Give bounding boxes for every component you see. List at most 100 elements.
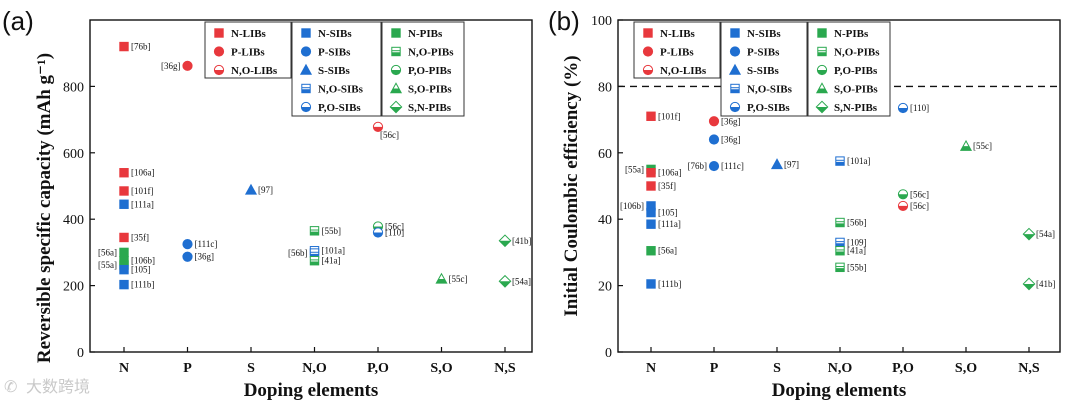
x-tick-label: S,O xyxy=(955,361,977,376)
panel-b-x-axis: N P S N,O P,O S,O N,S xyxy=(646,347,1040,376)
data-point-label: [56a] xyxy=(98,247,117,257)
y-tick-label: 40 xyxy=(598,213,612,228)
data-point-label: [55a] xyxy=(98,260,117,270)
x-tick-label: P xyxy=(710,361,719,376)
y-tick-label: 600 xyxy=(63,147,84,162)
panel-a-label: (a) xyxy=(2,6,34,36)
legend-label: P-SIBs xyxy=(747,47,780,59)
legend-marker xyxy=(728,63,742,75)
panel-a-points: [76b][106a][101f][111a][35f][56a][106b][… xyxy=(98,42,532,290)
data-point-label: [36g] xyxy=(721,116,741,126)
legend-marker xyxy=(729,46,741,57)
data-point-label: [101a] xyxy=(847,156,871,166)
legend-label: N,O-LIBs xyxy=(660,65,707,77)
data-point-label: [76b] xyxy=(688,161,708,171)
legend-marker xyxy=(299,63,313,75)
data-point-label: [56c] xyxy=(910,189,929,199)
data-point xyxy=(119,247,129,258)
data-point-label: [55c] xyxy=(449,274,468,284)
legend-label: S,N-PIBs xyxy=(834,102,878,114)
legend-marker xyxy=(390,64,402,76)
y-tick-label: 0 xyxy=(605,346,612,361)
data-point-label: [106b] xyxy=(620,201,644,211)
data-point-label: [55b] xyxy=(847,262,867,272)
data-point-label: [35f] xyxy=(658,181,676,191)
data-point xyxy=(435,272,448,284)
y-tick-label: 80 xyxy=(598,80,612,95)
legend-label: N,O-SIBs xyxy=(318,84,364,96)
legend-marker xyxy=(730,83,740,94)
data-point xyxy=(646,168,656,178)
legend-marker xyxy=(815,82,829,94)
data-point xyxy=(646,181,656,191)
legend-label: N-LIBs xyxy=(231,28,267,40)
legend-label: N-SIBs xyxy=(747,28,781,40)
legend-b-items: N-LIBs P-LIBs N,O-LIBs N-SIBs P-SIBs S-SIBs N,… xyxy=(642,28,880,114)
legend-marker xyxy=(817,46,827,57)
x-tick-label: S,O xyxy=(430,361,452,376)
y-tick-label: 0 xyxy=(77,346,84,361)
panel-a-x-axis: N P S N,O P,O S,O N,S xyxy=(119,347,516,376)
data-point-label: [111c] xyxy=(195,239,218,249)
data-point-label: [101f] xyxy=(658,111,681,121)
y-tick-label: 60 xyxy=(598,147,612,162)
legend-marker xyxy=(391,28,401,38)
data-point xyxy=(897,102,909,114)
data-point-label: [36g] xyxy=(161,61,181,71)
legend-label: P-LIBs xyxy=(231,47,265,59)
legend-label: P,O-PIBs xyxy=(834,65,878,77)
y-tick-label: 200 xyxy=(63,280,84,295)
data-point-label: [110] xyxy=(910,103,929,113)
legend-label: N-PIBs xyxy=(408,28,443,40)
legend-label: N-PIBs xyxy=(834,28,869,40)
panel-a-x-label: Doping elements xyxy=(244,380,379,401)
data-point-label: [56c] xyxy=(910,201,929,211)
data-point xyxy=(119,168,129,178)
legend-label: N-SIBs xyxy=(318,28,352,40)
data-point xyxy=(182,60,193,71)
legend-label: N,O-PIBs xyxy=(408,47,454,59)
legend-label: S,O-PIBs xyxy=(408,84,452,96)
data-point-label: [41a] xyxy=(847,246,866,256)
data-point xyxy=(309,256,320,266)
data-point xyxy=(835,217,845,228)
y-tick-label: 400 xyxy=(63,213,84,228)
panel-a-y-axis: 0 200 400 600 800 xyxy=(63,80,95,361)
legend-marker xyxy=(301,28,311,38)
legend-label: N-LIBs xyxy=(660,28,696,40)
data-point xyxy=(119,264,129,275)
data-point xyxy=(708,160,720,172)
x-tick-label: P xyxy=(183,361,192,376)
panel-b-y-axis: 0 20 40 60 80 100 xyxy=(591,14,623,361)
data-point xyxy=(959,139,973,151)
x-tick-label: S xyxy=(247,361,255,376)
data-point xyxy=(119,232,129,243)
data-point-label: [109] xyxy=(847,237,867,247)
data-point-label: [41b] xyxy=(1036,279,1056,289)
data-point xyxy=(182,239,193,250)
legend-label: P-SIBs xyxy=(318,47,351,59)
x-tick-label: N,O xyxy=(302,361,327,376)
data-point xyxy=(119,186,129,196)
legend-marker xyxy=(642,46,654,57)
panel-a-legend: N-LIBs P-LIBs N,O-LIBs N-SIBs P-SIBs S-SIBs N,… xyxy=(204,21,465,117)
legend-label: S,N-PIBs xyxy=(408,102,452,114)
x-tick-label: N,O xyxy=(828,361,853,376)
legend-marker xyxy=(301,83,311,94)
data-point xyxy=(646,207,656,218)
data-point-label: [101f] xyxy=(131,186,154,196)
panel-a-y-label: Reversible specific capacity (mAh g⁻¹) xyxy=(34,53,55,363)
data-point xyxy=(372,227,384,238)
legend-marker xyxy=(815,100,829,114)
data-point-label: [56b] xyxy=(847,218,867,228)
legend-label: N,O-LIBs xyxy=(231,65,278,77)
data-point xyxy=(646,111,656,121)
x-tick-label: N,S xyxy=(1018,361,1040,376)
data-point xyxy=(646,279,656,289)
legend-marker xyxy=(643,28,653,38)
legend-label: S-SIBs xyxy=(747,65,780,77)
legend-marker xyxy=(729,101,741,113)
data-point-label: [54a] xyxy=(1036,229,1055,239)
panel-a: (a) 0 200 400 600 800 N P S N,O P,O S,O N,S [76b] [… xyxy=(2,6,533,401)
data-point xyxy=(708,116,720,127)
